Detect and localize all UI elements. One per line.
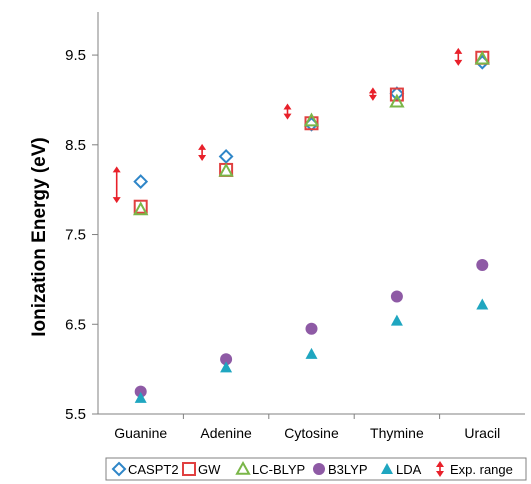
y-tick-label: 9.5 — [65, 47, 86, 64]
exp-range-head-up — [436, 461, 444, 467]
marker-b3lyp — [390, 290, 403, 303]
y-tick-label: 7.5 — [65, 227, 86, 244]
marker-lc-blyp — [133, 201, 149, 216]
exp-range-head-down — [436, 471, 444, 477]
exp-range-head-up — [454, 47, 463, 54]
exp-range-arrow — [368, 87, 377, 101]
legend-marker — [381, 463, 393, 474]
legend-marker — [436, 461, 444, 477]
exp-range-head-up — [368, 87, 377, 94]
x-category-label: Uracil — [464, 425, 500, 441]
marker-b3lyp — [220, 353, 233, 366]
legend-marker — [111, 461, 127, 477]
x-category-label: Thymine — [370, 425, 424, 441]
exp-range-head-down — [368, 94, 377, 101]
legend-marker — [182, 462, 196, 476]
exp-range-head-up — [283, 103, 292, 110]
exp-range-arrows — [112, 47, 463, 204]
marker-lc-blyp — [218, 162, 234, 177]
exp-range-head-down — [198, 154, 207, 161]
legend-marker — [235, 460, 251, 475]
x-category-label: Adenine — [200, 425, 252, 441]
y-tick-label: 8.5 — [65, 137, 86, 154]
marker-lda — [390, 314, 403, 326]
legend-label: GW — [198, 462, 221, 477]
y-tick-label: 5.5 — [65, 406, 86, 423]
x-category-label: Cytosine — [284, 425, 339, 441]
marker-caspt2 — [133, 174, 149, 190]
legend-label: LDA — [396, 462, 422, 477]
marker-lda — [305, 347, 318, 359]
legend-label: CASPT2 — [128, 462, 179, 477]
exp-range-arrow — [198, 143, 207, 161]
marker-caspt2 — [218, 149, 234, 164]
legend-label: LC-BLYP — [252, 462, 305, 477]
legend-label: B3LYP — [328, 462, 368, 477]
y-ticks: 5.5 6.5 7.5 8.5 9.5 — [65, 47, 98, 423]
marker-lda — [134, 391, 147, 403]
exp-range-arrow — [283, 103, 292, 120]
marker-lda — [476, 298, 489, 310]
y-tick-label: 6.5 — [65, 316, 86, 333]
marker-lc-blyp — [303, 112, 320, 127]
legend-label: Exp. range — [450, 462, 513, 477]
marker-gw — [389, 87, 404, 102]
marker-gw — [133, 199, 148, 214]
marker-lc-blyp — [389, 93, 405, 108]
x-categories: Guanine Adenine Cytosine Thymine Uracil — [114, 414, 500, 441]
exp-range-head-up — [112, 166, 121, 173]
exp-range-head-down — [283, 113, 292, 120]
x-category-label: Guanine — [114, 425, 167, 441]
marker-gw — [304, 116, 319, 131]
axes — [97, 12, 525, 415]
marker-lda — [220, 361, 233, 373]
legend-marker — [313, 463, 325, 475]
marker-lc-blyp — [474, 50, 490, 65]
marker-b3lyp — [134, 385, 147, 398]
marker-b3lyp — [476, 259, 489, 272]
exp-range-arrow — [112, 166, 121, 204]
data-markers — [133, 50, 490, 403]
exp-range-head-down — [454, 59, 463, 66]
exp-range-head-up — [198, 143, 207, 150]
marker-b3lyp — [305, 322, 318, 335]
y-axis-label: Ionization Energy (eV) — [29, 137, 50, 337]
legend: CASPT2 GW LC-BLYP B3LYP LDA Exp. range — [105, 457, 527, 481]
exp-range-arrow — [454, 47, 463, 66]
exp-range-head-down — [112, 197, 121, 204]
